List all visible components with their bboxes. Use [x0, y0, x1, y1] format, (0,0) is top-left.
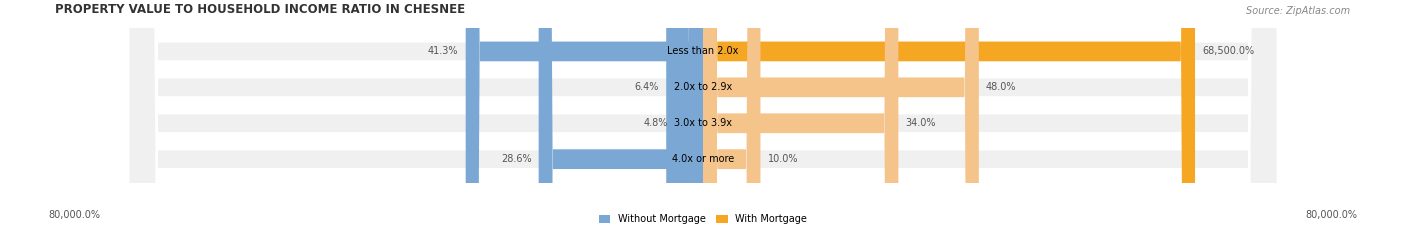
Text: 41.3%: 41.3% — [427, 46, 458, 56]
Text: 4.0x or more: 4.0x or more — [672, 154, 734, 164]
FancyBboxPatch shape — [703, 0, 761, 234]
FancyBboxPatch shape — [675, 0, 703, 234]
Text: 10.0%: 10.0% — [768, 154, 799, 164]
Text: Source: ZipAtlas.com: Source: ZipAtlas.com — [1247, 6, 1351, 16]
Text: Less than 2.0x: Less than 2.0x — [668, 46, 738, 56]
Text: 3.0x to 3.9x: 3.0x to 3.9x — [673, 118, 733, 128]
Text: 80,000.0%: 80,000.0% — [1305, 210, 1357, 220]
Text: 6.4%: 6.4% — [634, 82, 659, 92]
FancyBboxPatch shape — [128, 0, 1278, 234]
Text: 34.0%: 34.0% — [905, 118, 936, 128]
Text: 2.0x to 2.9x: 2.0x to 2.9x — [673, 82, 733, 92]
FancyBboxPatch shape — [703, 0, 898, 234]
FancyBboxPatch shape — [703, 0, 1195, 234]
FancyBboxPatch shape — [128, 0, 1278, 234]
FancyBboxPatch shape — [128, 0, 1278, 234]
Text: 68,500.0%: 68,500.0% — [1202, 46, 1254, 56]
FancyBboxPatch shape — [465, 0, 703, 234]
Text: 48.0%: 48.0% — [986, 82, 1017, 92]
Text: 4.8%: 4.8% — [644, 118, 668, 128]
Text: PROPERTY VALUE TO HOUSEHOLD INCOME RATIO IN CHESNEE: PROPERTY VALUE TO HOUSEHOLD INCOME RATIO… — [55, 3, 465, 16]
FancyBboxPatch shape — [538, 0, 703, 234]
FancyBboxPatch shape — [666, 0, 703, 234]
Text: 80,000.0%: 80,000.0% — [49, 210, 101, 220]
FancyBboxPatch shape — [703, 0, 979, 234]
Legend: Without Mortgage, With Mortgage: Without Mortgage, With Mortgage — [599, 214, 807, 224]
FancyBboxPatch shape — [128, 0, 1278, 234]
Text: 28.6%: 28.6% — [501, 154, 531, 164]
